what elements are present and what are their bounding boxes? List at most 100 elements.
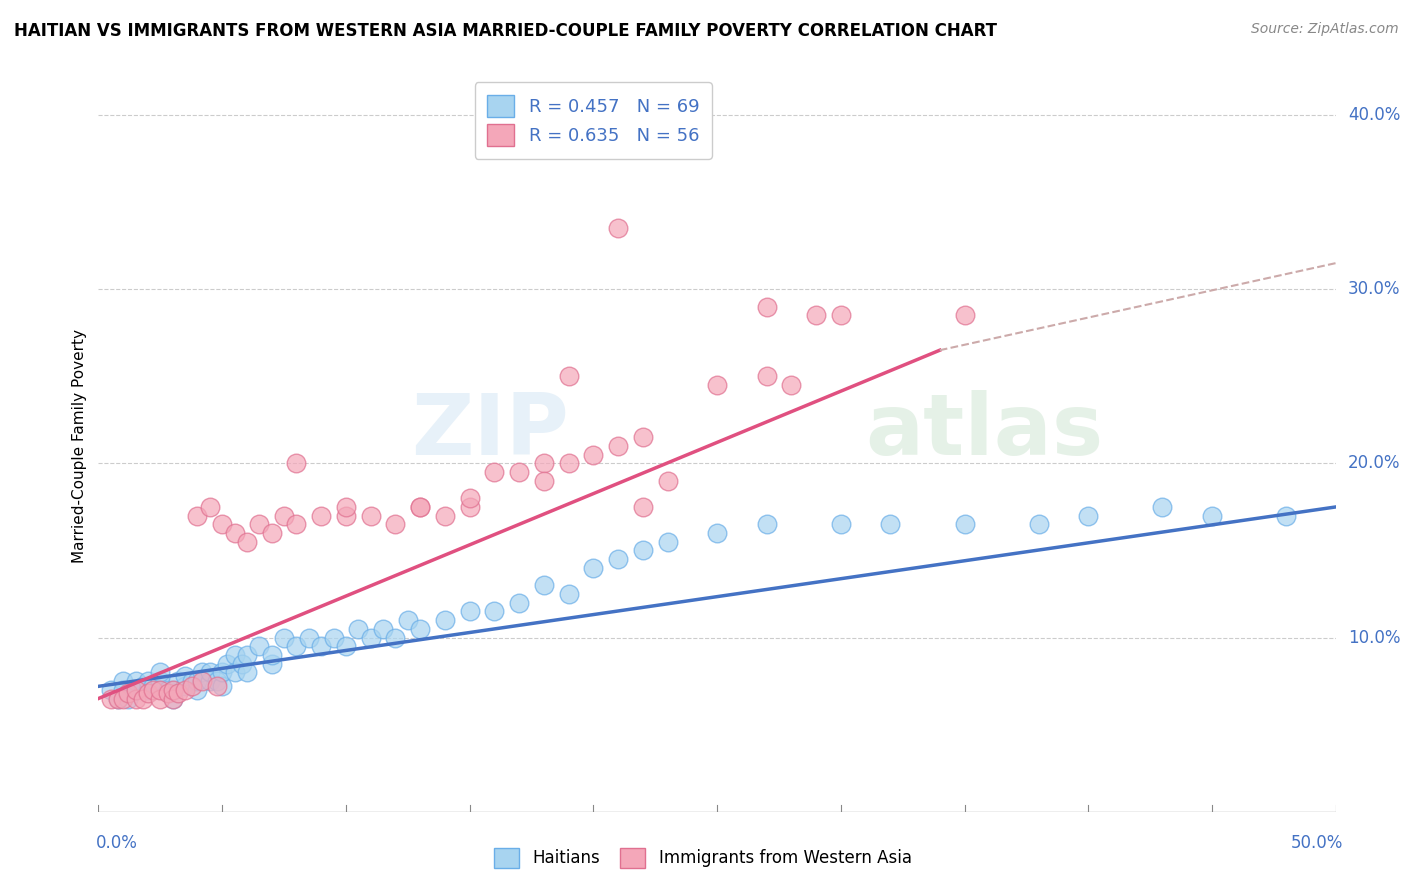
Text: 30.0%: 30.0% (1348, 280, 1400, 298)
Point (149, 665, 172, 680)
Point (347, 622, 370, 636)
Point (804, 309, 827, 323)
Text: atlas: atlas (866, 390, 1104, 473)
Point (142, 679, 165, 693)
Point (162, 691, 184, 706)
Point (112, 674, 135, 689)
Point (631, 500, 654, 514)
Point (162, 682, 184, 697)
Point (458, 491, 481, 506)
Point (309, 640, 332, 654)
Point (198, 500, 221, 514)
Text: 20.0%: 20.0% (1348, 454, 1400, 473)
Text: 40.0%: 40.0% (1348, 106, 1400, 124)
Point (136, 686, 159, 700)
Point (198, 665, 221, 680)
Point (112, 691, 135, 706)
Point (205, 679, 228, 693)
Point (508, 596, 530, 610)
Text: 50.0%: 50.0% (1291, 834, 1343, 852)
Point (780, 378, 803, 392)
Point (458, 604, 481, 618)
Point (117, 686, 139, 700)
Point (433, 613, 456, 627)
Point (335, 500, 357, 514)
Legend: R = 0.457   N = 69, R = 0.635   N = 56: R = 0.457 N = 69, R = 0.635 N = 56 (475, 82, 711, 159)
Point (124, 674, 146, 689)
Point (1028, 517, 1050, 532)
Point (247, 517, 270, 532)
Point (211, 517, 233, 532)
Point (247, 640, 270, 654)
Point (657, 534, 679, 549)
Point (458, 500, 481, 514)
Point (166, 686, 188, 700)
Point (186, 682, 208, 697)
Point (484, 604, 506, 618)
Point (124, 682, 146, 697)
Point (755, 300, 778, 314)
Point (260, 657, 283, 671)
Point (149, 691, 172, 706)
Point (100, 691, 122, 706)
Point (186, 508, 208, 523)
Point (156, 686, 179, 700)
Point (830, 309, 852, 323)
Point (236, 534, 259, 549)
Point (181, 674, 204, 689)
Point (132, 691, 155, 706)
Point (533, 578, 555, 592)
Point (830, 517, 852, 532)
Point (174, 679, 197, 693)
Point (231, 657, 253, 671)
Point (149, 682, 172, 697)
Point (186, 674, 208, 689)
Point (508, 465, 530, 479)
Point (309, 508, 332, 523)
Point (322, 631, 344, 645)
Point (409, 622, 432, 636)
Point (533, 457, 555, 471)
Point (706, 526, 728, 541)
Point (607, 552, 630, 566)
Point (217, 657, 239, 671)
Point (371, 622, 394, 636)
Point (1077, 508, 1099, 523)
Point (174, 669, 197, 683)
Point (953, 517, 976, 532)
Point (755, 517, 778, 532)
Point (706, 378, 728, 392)
Point (198, 674, 221, 689)
Point (117, 691, 139, 706)
Y-axis label: Married-Couple Family Poverty: Married-Couple Family Poverty (72, 329, 87, 563)
Point (384, 517, 406, 532)
Point (484, 465, 506, 479)
Point (409, 500, 432, 514)
Point (335, 508, 357, 523)
Point (582, 448, 605, 462)
Text: 10.0%: 10.0% (1348, 629, 1400, 647)
Point (224, 665, 246, 680)
Point (433, 508, 456, 523)
Point (191, 665, 214, 680)
Point (136, 674, 159, 689)
Point (631, 543, 654, 558)
Text: ZIP: ZIP (411, 390, 568, 473)
Point (953, 309, 976, 323)
Point (533, 474, 555, 488)
Point (557, 587, 579, 601)
Point (285, 457, 308, 471)
Point (156, 682, 179, 697)
Point (409, 500, 432, 514)
Point (557, 369, 579, 384)
Point (879, 517, 901, 532)
Point (191, 674, 214, 689)
Point (136, 682, 159, 697)
Point (142, 682, 165, 697)
Point (236, 648, 259, 662)
Point (181, 679, 204, 693)
Point (224, 526, 246, 541)
Point (260, 526, 283, 541)
Point (260, 648, 283, 662)
Point (112, 682, 135, 697)
